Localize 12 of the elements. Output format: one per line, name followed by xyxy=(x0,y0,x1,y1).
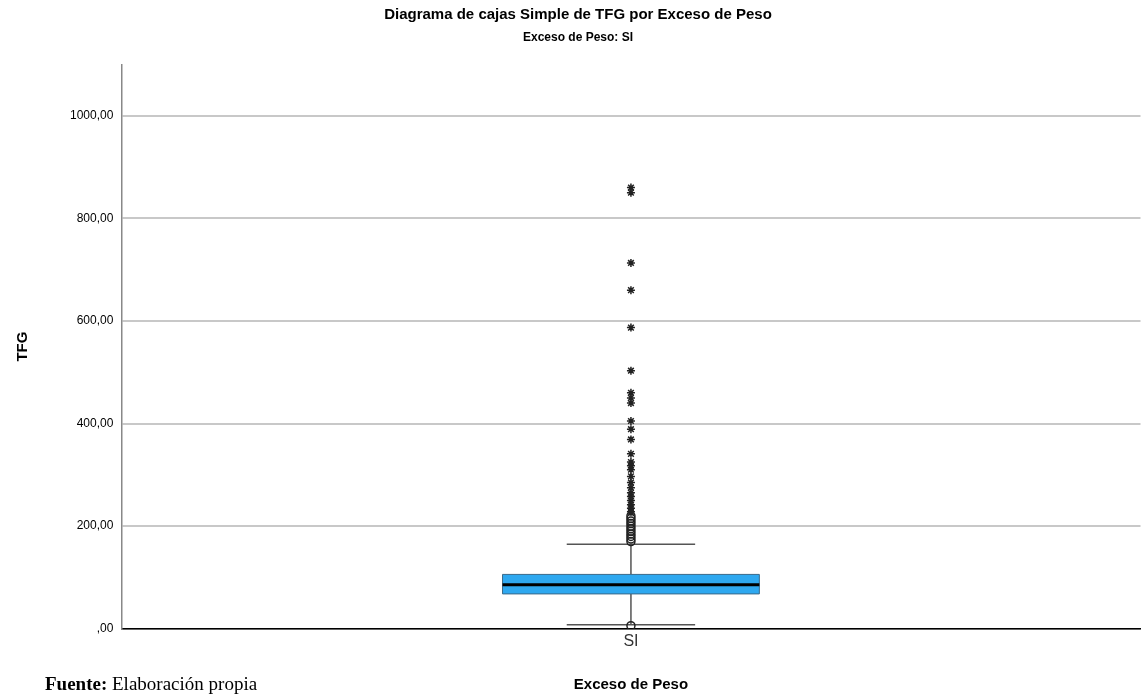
y-tick-label: 800,00 xyxy=(76,210,114,225)
y-axis-title: TFG xyxy=(13,331,31,362)
y-tick-label: 200,00 xyxy=(76,518,114,533)
source-note: Fuente: Elaboración propia xyxy=(45,673,258,695)
x-tick-label: SI xyxy=(623,631,639,649)
chart-subtitle: Exceso de Peso: SI xyxy=(522,29,634,44)
chart-title: Diagrama de cajas Simple de TFG por Exceso de Peso xyxy=(384,5,772,23)
y-tick-label: 1000,00 xyxy=(69,108,114,123)
y-tick-label: 600,00 xyxy=(76,313,114,328)
x-axis-title: Exceso de Peso xyxy=(573,675,689,693)
y-tick-label: ,00 xyxy=(96,621,114,636)
y-tick-label: 400,00 xyxy=(76,415,114,430)
